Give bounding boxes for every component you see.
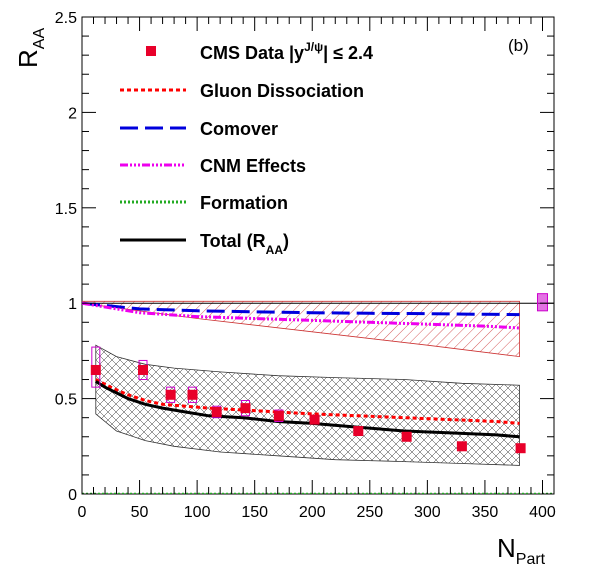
- model-curves: [82, 301, 554, 494]
- data-point-5: [240, 403, 251, 414]
- data-point-6: [273, 410, 284, 421]
- y-tick-label: 1.5: [55, 201, 77, 218]
- panel-label: (b): [508, 36, 529, 55]
- data-point-7: [309, 414, 320, 425]
- axes: 0 50 100 150 200 250 300 350 400 0 0.5 1 1.5 2 2.5: [55, 10, 556, 521]
- data-point-3: [187, 389, 198, 400]
- legend-label-cnm: CNM Effects: [200, 156, 306, 176]
- legend-label-formation: Formation: [200, 193, 288, 213]
- x-axis-title: NPart: [497, 533, 546, 568]
- data-point-4: [211, 406, 222, 417]
- x-tick-label: 0: [78, 504, 87, 521]
- x-tick-label: 100: [184, 504, 211, 521]
- data-point-1: [138, 364, 149, 375]
- x-tick-label: 400: [529, 504, 556, 521]
- legend-marker-data: [146, 46, 156, 56]
- x-tick-label: 50: [131, 504, 149, 521]
- legend-label-gluon: Gluon Dissociation: [200, 81, 364, 101]
- curve-gluon: [95, 378, 520, 425]
- uncertainty-bands: [82, 300, 520, 466]
- data-point-9: [401, 431, 412, 442]
- curve-comover: [82, 301, 520, 317]
- band-hatch-black: [95, 344, 520, 466]
- x-tick-label: 350: [472, 504, 499, 521]
- y-tick-label: 0.5: [55, 392, 77, 409]
- curve-cnm: [82, 301, 520, 330]
- curve-total: [95, 380, 520, 439]
- legend-label-data: CMS Data |yJ/ψ| ≤ 2.4: [200, 40, 373, 63]
- data-point-11: [515, 443, 526, 454]
- legend: CMS Data |yJ/ψ| ≤ 2.4 Gluon Dissociation…: [120, 40, 373, 257]
- data-point-8: [353, 426, 364, 437]
- y-tick-label: 2: [68, 105, 77, 122]
- x-tick-label: 200: [299, 504, 326, 521]
- data-point-10: [456, 441, 467, 452]
- global-uncertainty-box: [536, 293, 548, 312]
- y-tick-label: 1: [68, 296, 77, 313]
- data-point-0: [90, 364, 101, 375]
- legend-label-total: Total (RAA): [200, 231, 289, 257]
- data-points: [90, 293, 548, 454]
- x-tick-label: 250: [356, 504, 383, 521]
- data-point-2: [165, 389, 176, 400]
- legend-label-comover: Comover: [200, 119, 278, 139]
- x-tick-label: 300: [414, 504, 441, 521]
- x-tick-label: 150: [241, 504, 268, 521]
- y-tick-label: 2.5: [55, 10, 77, 27]
- y-tick-label: 0: [68, 487, 77, 504]
- y-axis-title: RAA: [13, 28, 48, 68]
